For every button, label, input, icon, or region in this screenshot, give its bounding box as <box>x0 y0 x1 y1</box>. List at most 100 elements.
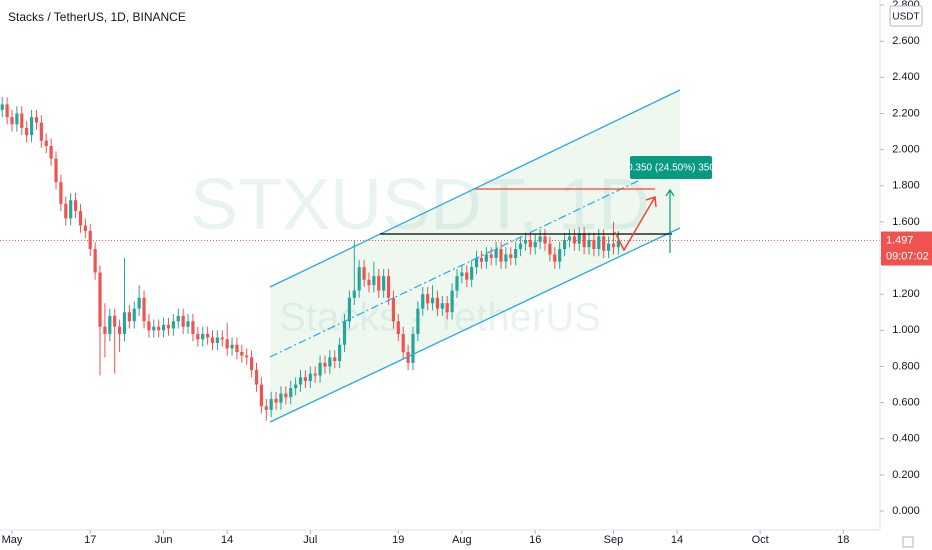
candle-body <box>210 337 215 343</box>
candle-body <box>166 324 171 329</box>
candle-body <box>572 236 576 244</box>
y-tick-label: 0.800 <box>892 360 920 372</box>
candle-body <box>39 122 43 141</box>
candle-body <box>421 294 425 309</box>
candle-body <box>577 234 581 244</box>
candle-body <box>225 339 229 349</box>
y-tick-label: 1.000 <box>892 324 920 336</box>
candle-body <box>445 303 449 313</box>
y-tick-label: 0.200 <box>892 469 920 481</box>
candle-body <box>122 312 127 334</box>
candle-body <box>201 333 205 340</box>
candle-body <box>435 297 440 309</box>
x-tick-label: May <box>2 534 23 546</box>
watermark: STXUSDT, 1D <box>190 165 650 245</box>
candle-body <box>391 297 396 322</box>
candle-body <box>250 357 254 371</box>
candle-body <box>406 352 410 363</box>
candle-body <box>504 254 508 262</box>
candle-body <box>377 276 381 291</box>
candle-body <box>69 200 73 219</box>
y-tick-label: 1.200 <box>892 288 920 300</box>
x-tick-label: 19 <box>392 534 404 546</box>
candle-body <box>103 326 107 334</box>
candle-body <box>25 127 29 136</box>
drawings: 0.350 (24.50%) 350 <box>269 89 715 423</box>
x-tick-label: 14 <box>671 534 683 546</box>
y-tick-label: 0.000 <box>892 505 920 517</box>
candle-body <box>523 239 528 244</box>
candle-body <box>34 117 39 123</box>
x-tick-label: Oct <box>752 534 769 546</box>
candle-body <box>489 254 493 259</box>
candle-body <box>117 326 122 334</box>
candle-body <box>372 276 376 286</box>
candle-body <box>465 272 469 280</box>
candle-body <box>484 254 488 262</box>
candle-body <box>382 276 386 291</box>
candle-body <box>147 321 151 331</box>
y-tick-label: 1.600 <box>892 216 920 228</box>
candle-body <box>254 370 259 385</box>
candle-body <box>426 294 430 304</box>
candle-body <box>289 388 293 398</box>
candle-body <box>59 182 63 204</box>
candle-body <box>553 254 557 262</box>
x-tick-label: 18 <box>837 534 849 546</box>
candle-body <box>582 234 586 248</box>
candle-body <box>259 384 263 407</box>
candle-body <box>49 146 53 159</box>
candle-body <box>470 267 474 280</box>
candle-body <box>137 297 141 309</box>
candle-body <box>308 373 312 381</box>
candle-body <box>206 333 210 338</box>
candle-body <box>396 321 400 334</box>
candle-body <box>269 398 273 410</box>
candle-body <box>455 276 459 291</box>
candle-body <box>592 239 596 250</box>
countdown: 09:07:02 <box>886 250 929 262</box>
candle-body <box>533 241 537 248</box>
candle-body <box>78 211 83 226</box>
candle-body <box>543 236 547 244</box>
x-tick-label: Jun <box>155 534 173 546</box>
candle-body <box>284 393 288 398</box>
candle-body <box>548 243 552 255</box>
candle-body <box>230 344 234 349</box>
candle-body <box>562 239 567 250</box>
channel-lower <box>269 227 681 423</box>
candle-body <box>323 362 327 367</box>
candle-body <box>196 333 200 340</box>
candle-body <box>509 254 513 259</box>
chart-title: Stacks / TetherUS, 1D, BINANCE <box>8 10 186 24</box>
candle-body <box>127 312 131 322</box>
candle-body <box>235 344 239 353</box>
candle-body <box>176 315 180 322</box>
last-price-box <box>881 231 932 266</box>
candle-body <box>132 308 136 322</box>
candle-body <box>113 315 117 327</box>
candle-body <box>64 203 68 219</box>
candle-body <box>587 239 591 248</box>
candle-body <box>274 398 278 403</box>
y-tick-label: 0.400 <box>892 433 920 445</box>
candle-body <box>73 200 78 212</box>
candle-body <box>597 236 601 250</box>
candle-body <box>499 249 503 262</box>
arrow-head <box>645 195 657 208</box>
path-arrow <box>614 196 656 252</box>
x-tick-label: 14 <box>221 534 233 546</box>
candle-body <box>518 243 523 250</box>
candle-body <box>416 308 420 334</box>
candle-body <box>161 324 166 331</box>
candle-body <box>303 377 307 381</box>
candle-body <box>29 117 34 136</box>
y-tick-label: 2.200 <box>892 107 920 119</box>
x-tick-label: 16 <box>529 534 541 546</box>
candle-body <box>294 384 298 389</box>
candle-body <box>264 406 268 410</box>
candle-body <box>606 243 611 251</box>
candle-body <box>602 236 606 251</box>
settings-icon[interactable] <box>902 536 914 548</box>
